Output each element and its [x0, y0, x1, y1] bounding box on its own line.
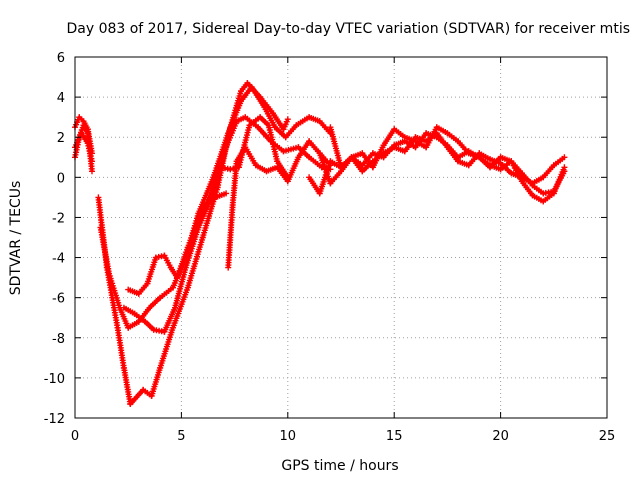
x-tick-label: 15 — [386, 429, 403, 444]
x-tick-label: 20 — [492, 429, 509, 444]
series-track-3 — [72, 130, 95, 165]
grid-layer — [75, 57, 607, 418]
series-track-7 — [125, 190, 230, 297]
data-point — [223, 190, 230, 197]
data-point — [561, 164, 568, 171]
y-tick-label: 2 — [57, 131, 65, 146]
y-tick-label: 6 — [57, 51, 65, 66]
y-tick-label: -10 — [44, 372, 65, 387]
data-point — [284, 116, 291, 123]
y-tick-label: -4 — [52, 252, 65, 267]
y-axis-label: SDTVAR / TECUs — [8, 181, 24, 296]
x-tick-label: 10 — [280, 429, 297, 444]
series-track-9 — [225, 138, 334, 271]
data-layer — [72, 80, 568, 407]
series-track-11 — [316, 124, 568, 205]
data-point — [89, 168, 95, 175]
chart-title: Day 083 of 2017, Sidereal Day-to-day VTE… — [66, 21, 630, 37]
y-tick-label: -12 — [44, 412, 65, 427]
series-track-12 — [327, 124, 568, 187]
y-tick-label: -2 — [52, 211, 65, 226]
x-tick-label: 0 — [71, 429, 79, 444]
plot-frame — [74, 56, 608, 419]
y-tick-label: -6 — [52, 292, 65, 307]
data-point — [89, 158, 95, 165]
x-axis-label: GPS time / hours — [281, 458, 398, 474]
y-tick-label: 4 — [57, 91, 65, 106]
series-track-5 — [97, 84, 334, 331]
axis-layer: 0 5 10 15 20 25 -12 -10 -8 -6 -4 -2 0 2 4 6 — [44, 51, 616, 444]
data-point — [561, 154, 568, 161]
y-tick-label: -8 — [52, 332, 65, 347]
x-tick-label: 5 — [177, 429, 185, 444]
x-tick-label: 25 — [599, 429, 616, 444]
y-tick-label: 0 — [57, 171, 65, 186]
